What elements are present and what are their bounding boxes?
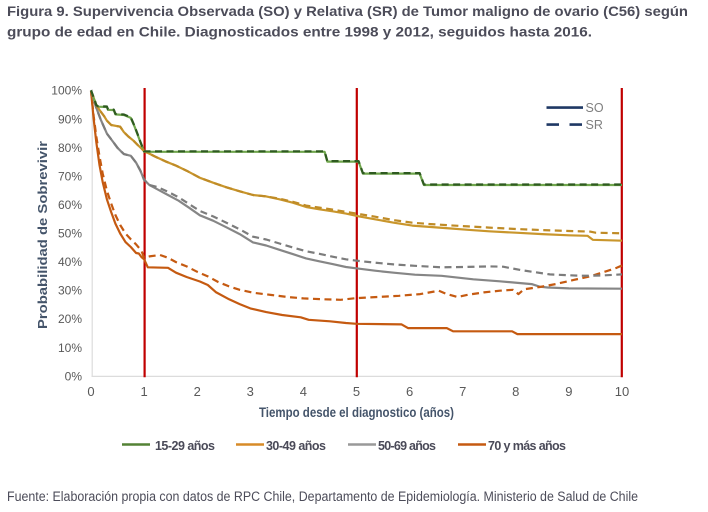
svg-text:grupo de edad en Chile. Diagno: grupo de edad en Chile. Diagnosticados e… (7, 24, 592, 40)
svg-text:30%: 30% (58, 284, 82, 298)
svg-text:9: 9 (565, 384, 572, 399)
svg-text:0: 0 (87, 384, 94, 399)
svg-text:70%: 70% (58, 169, 82, 183)
svg-text:SO: SO (586, 101, 604, 115)
svg-text:7: 7 (459, 384, 466, 399)
svg-text:10: 10 (615, 384, 629, 399)
svg-text:30-49 años: 30-49 años (266, 439, 326, 453)
svg-text:Probabilidad de Sobrevivir: Probabilidad de Sobrevivir (35, 141, 50, 329)
svg-text:80%: 80% (58, 141, 82, 155)
svg-text:5: 5 (353, 384, 360, 399)
svg-text:4: 4 (300, 384, 307, 399)
svg-text:40%: 40% (58, 255, 82, 269)
svg-text:20%: 20% (58, 312, 82, 326)
svg-text:50-69 años: 50-69 años (378, 439, 436, 453)
svg-text:60%: 60% (58, 198, 82, 212)
svg-text:1: 1 (140, 384, 147, 399)
svg-text:0%: 0% (65, 369, 83, 383)
svg-text:10%: 10% (58, 341, 82, 355)
svg-text:2: 2 (194, 384, 201, 399)
svg-text:15-29 años: 15-29 años (155, 439, 215, 453)
svg-text:Figura 9. Supervivencia Observ: Figura 9. Supervivencia Observada (SO) y… (7, 3, 688, 19)
svg-text:100%: 100% (51, 84, 82, 98)
svg-text:50%: 50% (58, 227, 82, 241)
svg-text:Fuente: Elaboración propia con: Fuente: Elaboración propia con datos de … (7, 489, 638, 504)
svg-text:90%: 90% (58, 112, 82, 126)
svg-text:70 y más años: 70 y más años (488, 439, 566, 453)
svg-text:8: 8 (512, 384, 519, 399)
svg-text:3: 3 (247, 384, 254, 399)
svg-text:6: 6 (406, 384, 413, 399)
svg-text:Tiempo desde el diagnostico (a: Tiempo desde el diagnostico (años) (259, 405, 454, 420)
svg-text:SR: SR (586, 118, 603, 132)
